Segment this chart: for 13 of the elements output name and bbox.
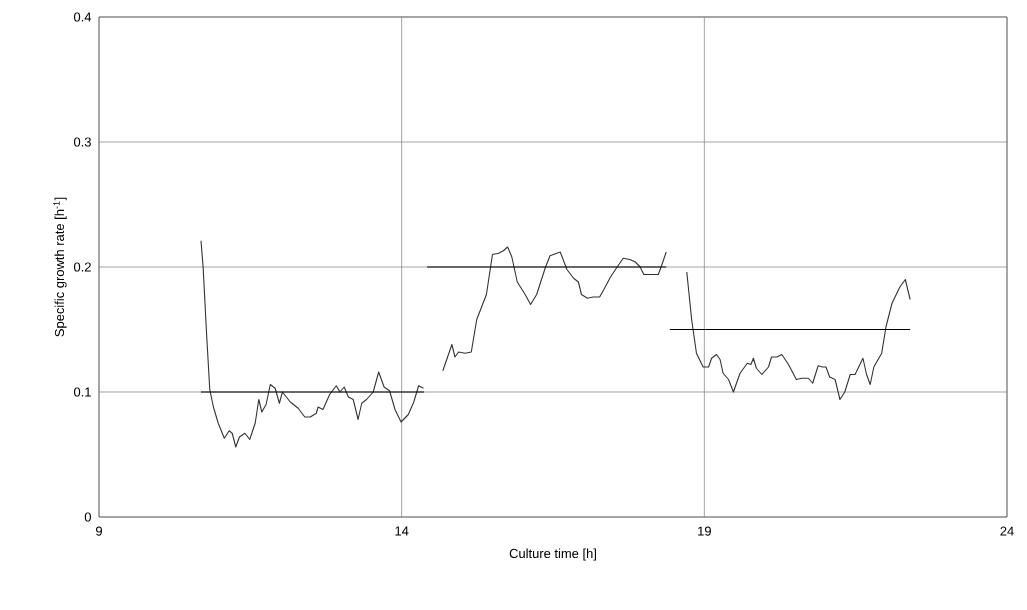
y-tick-label: 0: [84, 512, 91, 522]
y-tick-label: 0.2: [73, 262, 91, 272]
x-tick-label: 9: [96, 526, 102, 536]
x-axis-title: Culture time [h]: [509, 548, 596, 561]
x-tick-label: 24: [1000, 526, 1014, 536]
y-tick-label: 0.1: [73, 387, 91, 397]
y-axis-title: Specific growth rate [h$^{-1}$]: [53, 197, 67, 337]
y-tick-label: 0.4: [73, 12, 92, 22]
y-tick-label: 0.3: [73, 137, 91, 147]
line-series: [200, 240, 425, 448]
x-tick-label: 19: [698, 526, 711, 536]
line-series: [686, 271, 911, 401]
x-tick-label: 14: [395, 526, 409, 536]
